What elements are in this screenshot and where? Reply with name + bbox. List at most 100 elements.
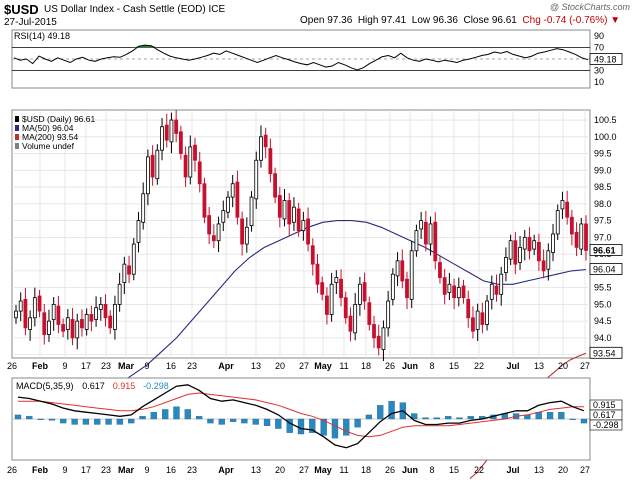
candle-body	[146, 156, 150, 195]
candle-body	[65, 317, 70, 330]
macd-histogram-bar	[82, 418, 90, 425]
price-candle	[244, 217, 249, 253]
candle-body	[221, 210, 226, 223]
candle-body	[433, 221, 438, 262]
candle-body	[499, 273, 504, 295]
price-candle	[277, 186, 282, 228]
macd-histogram-bar	[94, 418, 101, 425]
x-axis-label-bottom: 16	[166, 465, 176, 475]
price-candle	[202, 177, 207, 224]
price-candle	[155, 144, 160, 185]
price-candle	[259, 125, 263, 168]
macd-histogram-bar	[229, 418, 237, 422]
macd-histogram-bar	[116, 418, 124, 425]
candle-body	[395, 260, 400, 277]
candle-body	[61, 324, 66, 332]
candle-body	[367, 302, 372, 325]
price-tick-label: 97.5	[594, 216, 612, 226]
candle-body	[249, 196, 254, 227]
price-candle	[65, 309, 70, 340]
macd-histogram-bar	[558, 412, 565, 420]
price-candle	[372, 315, 376, 348]
price-candle	[249, 191, 254, 232]
price-candle	[315, 254, 320, 293]
price-legend-swatch	[15, 125, 19, 131]
macd-histogram-bar	[218, 418, 225, 425]
candle-body	[23, 298, 28, 329]
price-candle	[357, 276, 362, 316]
candle-body	[560, 200, 565, 210]
x-axis-label-bottom: 9	[62, 465, 67, 475]
x-axis-label-bottom: Mar	[118, 465, 135, 475]
price-candle	[75, 313, 80, 350]
candle-body	[268, 148, 273, 175]
price-last-box-1	[589, 263, 623, 275]
price-candle	[508, 234, 513, 266]
price-candle	[70, 308, 75, 346]
x-axis-label-bottom: 20	[558, 465, 568, 475]
price-candle	[438, 256, 442, 284]
price-candle	[164, 113, 169, 148]
candle-body	[348, 315, 353, 332]
price-candle	[160, 118, 164, 161]
price-candle	[433, 212, 438, 270]
candle-body	[546, 250, 551, 270]
x-axis-label-top: 18	[361, 361, 371, 371]
price-candle	[98, 297, 103, 321]
price-candle	[188, 135, 193, 185]
candle-body	[174, 119, 179, 134]
x-axis-label-bottom: May	[314, 465, 332, 475]
macd-histogram-bar	[37, 418, 44, 420]
candle-body	[160, 126, 164, 151]
price-candle	[456, 277, 461, 307]
stockcharts-watermark[interactable]: @ StockCharts.com	[549, 2, 630, 12]
rsi-last-value-box	[589, 53, 623, 65]
price-legend-swatch	[15, 134, 19, 140]
price-candle	[287, 193, 292, 236]
change-value: Chg -0.74 (-0.76%)	[522, 15, 608, 26]
price-candle	[390, 268, 395, 306]
rsi-last-value: 49.18	[594, 54, 617, 64]
price-candle	[61, 318, 66, 338]
price-candle	[306, 207, 310, 252]
x-axis-label-bottom: 18	[361, 465, 371, 475]
price-candle	[395, 252, 400, 286]
price-tick-label: 98.0	[594, 199, 612, 209]
candle-body	[202, 183, 207, 218]
candle-body	[442, 277, 447, 295]
macd-histogram-bar	[252, 418, 259, 425]
candle-body	[89, 314, 94, 322]
price-candle	[471, 306, 475, 339]
price-candle	[579, 217, 584, 256]
x-axis-label-bottom: 15	[449, 465, 459, 475]
price-legend-1: MA(50) 96.04	[22, 123, 74, 133]
price-candle	[386, 290, 391, 337]
price-candle	[207, 206, 212, 245]
candle-body	[296, 208, 301, 232]
price-candle	[131, 238, 136, 281]
candle-body	[471, 317, 475, 332]
price-last-value-1: 96.04	[593, 265, 616, 275]
candle-body	[357, 283, 362, 305]
candle-body	[310, 245, 315, 265]
candle-body	[287, 200, 292, 225]
x-axis-label-top: 13	[251, 361, 261, 371]
candle-body	[480, 312, 485, 325]
candle-body	[150, 154, 155, 178]
candle-body	[197, 161, 202, 185]
macd-histogram-bar	[309, 418, 316, 433]
candle-body	[579, 223, 584, 250]
macd-histogram-bar	[467, 416, 474, 420]
candle-body	[541, 260, 546, 272]
macd-histogram-bar	[128, 418, 135, 424]
price-candle	[419, 211, 424, 240]
x-axis-label-top: 20	[558, 361, 568, 371]
candle-body	[122, 263, 127, 283]
price-candle	[339, 269, 343, 307]
price-candle	[325, 287, 329, 325]
low-value: Low 96.36	[411, 15, 458, 26]
candle-body	[504, 257, 508, 273]
price-candle	[475, 303, 480, 341]
price-tick-label: 100.0	[594, 132, 617, 142]
